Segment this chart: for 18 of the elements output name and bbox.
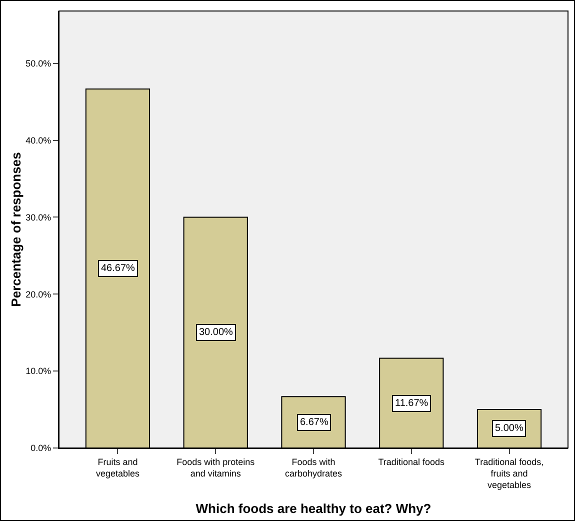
data-label: 30.00%: [199, 327, 234, 338]
y-tick-label: 50.0%: [26, 58, 52, 68]
data-label: 5.00%: [495, 423, 524, 434]
y-tick-label: 0.0%: [30, 443, 52, 454]
x-tick-label: Traditional foods, fruits and vegetables: [474, 456, 544, 490]
y-tick-label: 30.0%: [26, 212, 52, 222]
x-tick-label: Fruits and vegetables: [96, 456, 140, 478]
x-tick-label: Foods with carbohydrates: [284, 456, 343, 478]
data-label: 6.67%: [300, 417, 328, 428]
x-tick-label: Foods with proteins and vitamins: [176, 456, 256, 478]
x-axis-title: Which foods are healthy to eat? Why?: [196, 500, 432, 516]
y-tick-label: 10.0%: [26, 366, 52, 376]
data-label: 46.67%: [101, 263, 136, 274]
data-label: 11.67%: [395, 398, 428, 409]
x-tick-label: Traditional foods: [378, 456, 445, 467]
y-tick-label: 40.0%: [26, 135, 52, 146]
y-axis-title: Percentage of responses: [8, 152, 24, 307]
y-tick-label: 20.0%: [26, 289, 52, 300]
